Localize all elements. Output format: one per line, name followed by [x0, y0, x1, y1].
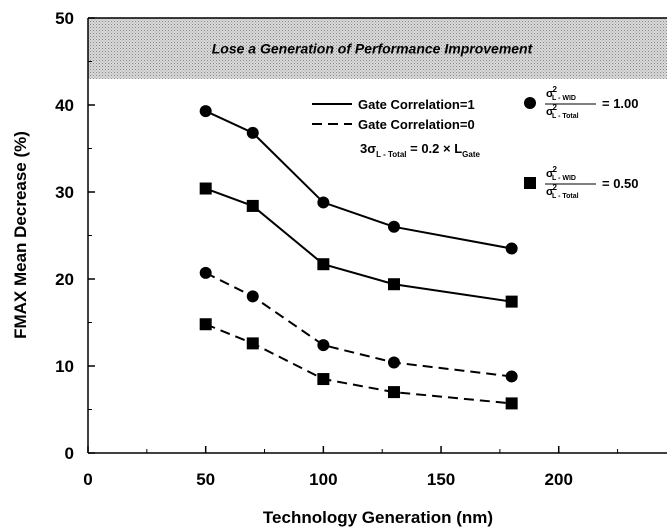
- marker: [387, 356, 400, 369]
- y-tick-label: 0: [65, 444, 74, 463]
- marker: [199, 266, 212, 279]
- marker: [199, 182, 212, 195]
- x-tick-label: 150: [427, 470, 455, 489]
- y-tick-label: 40: [55, 96, 74, 115]
- y-tick-label: 20: [55, 270, 74, 289]
- marker: [246, 199, 259, 212]
- marker: [246, 337, 259, 350]
- marker: [505, 397, 518, 410]
- marker: [317, 339, 330, 352]
- x-tick-label: 200: [545, 470, 573, 489]
- x-tick-label: 0: [83, 470, 92, 489]
- x-tick-label: 50: [196, 470, 215, 489]
- marker: [317, 373, 330, 386]
- marker: [387, 278, 400, 291]
- x-axis-label: Technology Generation (nm): [263, 508, 493, 527]
- fraction-part: σ2 L - WID: [546, 165, 576, 182]
- shaded-band: [88, 18, 667, 79]
- marker: [524, 177, 536, 189]
- marker: [246, 126, 259, 139]
- fraction-part: σ2 L - Total: [546, 183, 579, 200]
- fraction-part: σ2 L - WID: [546, 85, 576, 102]
- sigma: σ: [546, 106, 554, 118]
- series-line: [205, 272, 512, 378]
- annotation-part: 3σ: [360, 141, 376, 156]
- power: 2: [553, 183, 558, 192]
- marker: [524, 97, 536, 109]
- marker: [246, 290, 259, 303]
- marker: [505, 370, 518, 383]
- series-line: [205, 323, 512, 405]
- marker: [199, 318, 212, 331]
- annotation-part: = 0.2 × L: [407, 141, 463, 156]
- y-tick-label: 30: [55, 183, 74, 202]
- marker: [317, 196, 330, 209]
- y-tick-label: 50: [55, 9, 74, 28]
- annotation-part: Gate: [462, 150, 480, 159]
- power: 2: [553, 85, 558, 94]
- subscript: L - Total: [552, 193, 579, 200]
- subscript: L - Total: [552, 113, 579, 120]
- marker: [199, 105, 212, 118]
- marker: [505, 242, 518, 255]
- power: 2: [553, 165, 558, 174]
- legend-label: Gate Correlation=1: [358, 97, 475, 112]
- legend-label: Gate Correlation=0: [358, 117, 475, 132]
- annotation-part: L - Total: [376, 150, 406, 159]
- marker: [387, 386, 400, 399]
- sigma: σ: [546, 168, 554, 180]
- marker: [505, 295, 518, 308]
- subscript: L - WID: [552, 95, 576, 102]
- power: 2: [553, 103, 558, 112]
- annotation: 3σL - Total = 0.2 × LGate: [360, 141, 480, 159]
- sigma: σ: [546, 186, 554, 198]
- subscript: L - WID: [552, 175, 576, 182]
- marker: [387, 220, 400, 233]
- band-label: Lose a Generation of Performance Improve…: [212, 40, 534, 56]
- legend-value: = 1.00: [602, 96, 639, 111]
- fraction-part: σ2 L - Total: [546, 103, 579, 120]
- legend-value: = 0.50: [602, 176, 639, 191]
- marker: [317, 258, 330, 271]
- y-tick-label: 10: [55, 357, 74, 376]
- x-tick-label: 100: [309, 470, 337, 489]
- y-axis-label: FMAX Mean Decrease (%): [11, 131, 30, 339]
- sigma: σ: [546, 88, 554, 100]
